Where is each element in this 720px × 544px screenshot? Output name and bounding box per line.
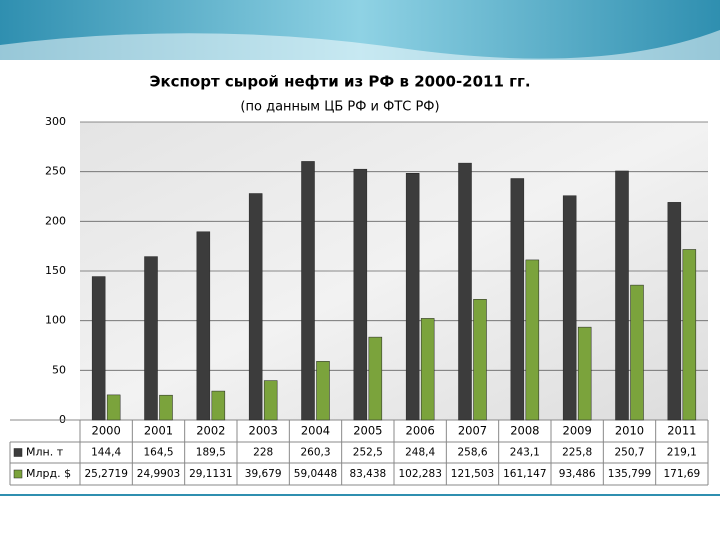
bar <box>248 193 263 421</box>
bar <box>263 380 278 421</box>
bar <box>405 173 420 421</box>
bar <box>211 390 226 421</box>
table-value: 243,1 <box>510 447 540 459</box>
header-wave <box>0 30 720 60</box>
bar <box>196 231 211 421</box>
bar <box>159 394 173 421</box>
table-value: 228 <box>253 447 273 459</box>
bar <box>301 161 315 421</box>
bar <box>682 249 697 421</box>
bar <box>420 318 435 421</box>
x-tick-label: 2002 <box>196 424 225 438</box>
bar <box>368 336 383 421</box>
bar <box>630 284 644 421</box>
table-value: 135,799 <box>608 468 651 480</box>
table-value: 59,0448 <box>294 468 337 480</box>
legend-label: Млн. т <box>26 446 64 459</box>
x-tick-label: 2010 <box>615 424 644 438</box>
y-tick-label: 150 <box>45 264 66 277</box>
bar <box>458 162 472 421</box>
chart-subtitle: (по данным ЦБ РФ и ФТС РФ) <box>240 100 439 115</box>
table-value: 225,8 <box>562 447 592 459</box>
table-value: 164,5 <box>143 447 173 459</box>
table-value: 24,9903 <box>137 468 180 480</box>
table-value: 252,5 <box>353 447 383 459</box>
bar <box>615 170 629 421</box>
table-value: 161,147 <box>503 468 546 480</box>
bar <box>577 326 592 421</box>
table-value: 144,4 <box>91 447 121 459</box>
x-tick-label: 2004 <box>301 424 330 438</box>
table-value: 29,1131 <box>189 468 232 480</box>
bar <box>510 178 525 421</box>
table-value: 258,6 <box>457 447 487 459</box>
table-value: 219,1 <box>667 447 697 459</box>
bar <box>473 299 487 421</box>
table-value: 250,7 <box>614 447 644 459</box>
bar <box>562 195 577 421</box>
table-value: 171,69 <box>663 468 700 480</box>
table-value: 248,4 <box>405 447 435 459</box>
bar <box>316 361 330 421</box>
y-tick-label: 200 <box>45 214 66 227</box>
table-value: 260,3 <box>300 447 330 459</box>
y-tick-label: 100 <box>45 314 66 327</box>
x-tick-label: 2000 <box>92 424 121 438</box>
x-tick-label: 2001 <box>144 424 173 438</box>
table-value: 83,438 <box>349 468 386 480</box>
legend-key <box>13 448 23 457</box>
x-tick-label: 2006 <box>406 424 435 438</box>
bar <box>91 276 106 421</box>
bar <box>525 259 540 421</box>
bar <box>353 168 368 421</box>
bar <box>144 256 158 421</box>
x-tick-label: 2009 <box>563 424 592 438</box>
table-value: 121,503 <box>451 468 494 480</box>
chart-title: Экспорт сырой нефти из РФ в 2000-2011 гг… <box>149 73 530 91</box>
table-value: 25,2719 <box>84 468 127 480</box>
bar <box>106 394 121 421</box>
table-value: 102,283 <box>398 468 441 480</box>
x-tick-label: 2007 <box>458 424 487 438</box>
y-tick-label: 50 <box>52 363 66 376</box>
bar <box>667 202 682 421</box>
x-tick-label: 2003 <box>249 424 278 438</box>
table-value: 39,679 <box>245 468 282 480</box>
x-tick-label: 2008 <box>510 424 539 438</box>
legend-label: Млрд. $ <box>26 467 71 480</box>
y-tick-label: 300 <box>45 115 66 128</box>
table-value: 93,486 <box>559 468 596 480</box>
x-tick-label: 2011 <box>667 424 696 438</box>
y-tick-label: 250 <box>45 165 66 178</box>
table-value: 189,5 <box>196 447 226 459</box>
legend-key <box>13 469 23 479</box>
x-tick-label: 2005 <box>353 424 382 438</box>
